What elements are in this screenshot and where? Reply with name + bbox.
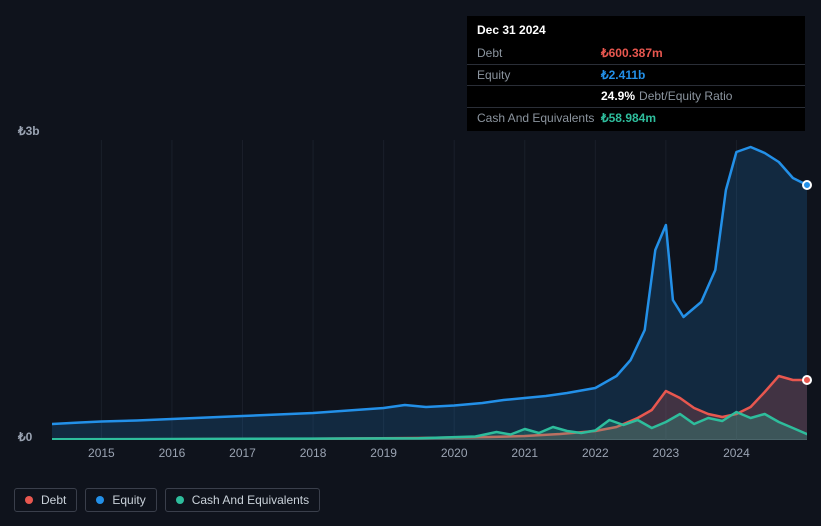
chart-svg [52,140,807,440]
tooltip-row-suffix: Debt/Equity Ratio [639,89,732,103]
y-axis-max-label: ₺3b [18,124,40,138]
plot-area[interactable] [52,140,807,440]
legend-label: Equity [112,493,145,507]
legend-dot-icon [96,496,104,504]
x-tick-label: 2015 [88,446,115,460]
tooltip-row-value: 24.9%Debt/Equity Ratio [601,88,732,105]
x-tick-label: 2016 [159,446,186,460]
legend-item-debt[interactable]: Debt [14,488,77,512]
legend-label: Cash And Equivalents [192,493,309,507]
tooltip-row-label: Equity [477,67,601,84]
debt-equity-chart: ₺3b ₺0 201520162017201820192020202120222… [14,120,807,470]
series-marker [802,180,812,190]
series-area-equity [52,147,807,440]
legend-dot-icon [176,496,184,504]
legend-label: Debt [41,493,66,507]
series-marker [802,375,812,385]
tooltip-date: Dec 31 2024 [467,22,805,43]
tooltip-row-label: Debt [477,45,601,62]
tooltip-row: Debt₺600.387m [467,43,805,64]
tooltip-row-value: ₺2.411b [601,67,645,84]
legend-item-cash-and-equivalents[interactable]: Cash And Equivalents [165,488,320,512]
x-tick-label: 2019 [370,446,397,460]
x-tick-label: 2024 [723,446,750,460]
x-tick-label: 2018 [300,446,327,460]
legend-dot-icon [25,496,33,504]
legend: Debt Equity Cash And Equivalents [14,488,320,512]
y-axis-min-label: ₺0 [18,430,32,444]
x-axis-ticks: 2015 2016 2017 2018 2019 2020 2021 2022 2023 2024 [52,446,807,466]
tooltip-row-value: ₺600.387m [601,45,663,62]
x-tick-label: 2023 [653,446,680,460]
x-tick-label: 2020 [441,446,468,460]
tooltip-row: 24.9%Debt/Equity Ratio [467,85,805,107]
chart-tooltip: Dec 31 2024 Debt₺600.387mEquity₺2.411b24… [467,16,805,131]
tooltip-row-label [477,88,601,105]
x-tick-label: 2017 [229,446,256,460]
legend-item-equity[interactable]: Equity [85,488,156,512]
tooltip-row: Equity₺2.411b [467,64,805,86]
x-tick-label: 2022 [582,446,609,460]
x-tick-label: 2021 [511,446,538,460]
